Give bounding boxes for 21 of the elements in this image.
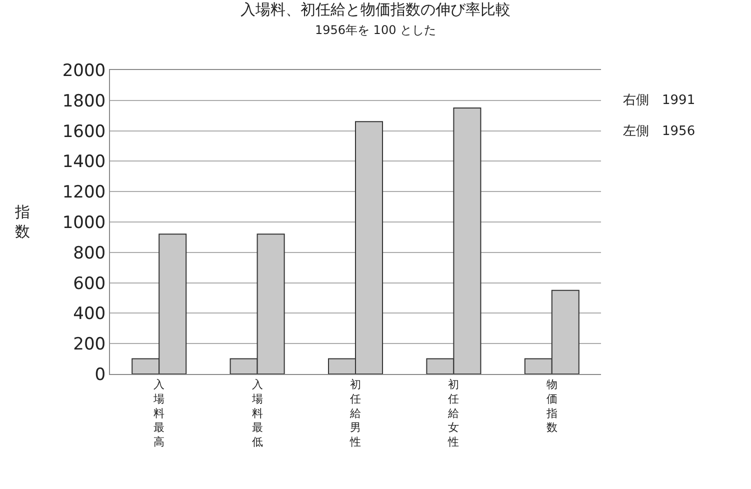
y-tick-label: 800 [73, 243, 106, 264]
y-tick-label: 1600 [62, 122, 106, 142]
x-tick-label: 入場料最高 [152, 378, 165, 448]
y-tick-label: 200 [73, 334, 106, 355]
x-tick-label: 初任給男性 [349, 378, 361, 448]
y-tick-label: 600 [73, 274, 106, 294]
y-tick-label: 0 [94, 364, 106, 385]
x-tick-label: 物価指数 [545, 378, 558, 434]
y-tick-label: 1200 [62, 182, 106, 203]
y-tick-label: 1800 [62, 91, 106, 112]
y-tick-label: 1000 [62, 212, 106, 233]
y-axis-title: 指数 [14, 203, 30, 240]
text: 左側 1956 [623, 124, 696, 139]
x-tick-label: 初任給女性 [447, 378, 460, 448]
text: 右側 1991 [623, 93, 696, 108]
chart-subtitle: 1956年を 100 とした [314, 23, 436, 38]
y-tick-label: 400 [73, 304, 106, 324]
x-tick-label: 入場料最低 [250, 378, 263, 448]
y-tick-label: 2000 [62, 60, 106, 81]
chart-title: 入場料、初任給と物価指数の伸び率比較 [240, 0, 510, 19]
y-tick-label: 1400 [62, 152, 106, 172]
